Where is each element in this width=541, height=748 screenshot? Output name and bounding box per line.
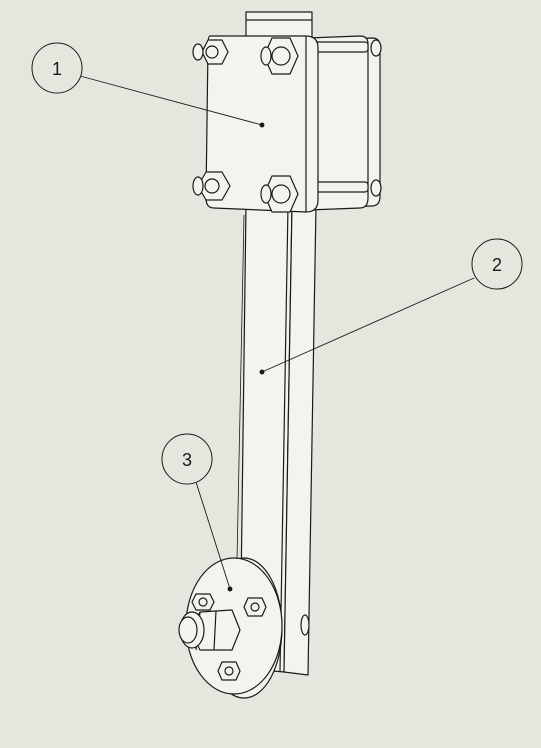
balloon-label-1: 1 [52, 59, 62, 79]
leader-dot-1 [259, 122, 265, 128]
leader-line-1 [79, 75, 263, 126]
balloon-3 [161, 433, 213, 485]
hub-bolt [178, 609, 241, 651]
leader-dot-2 [259, 369, 265, 375]
balloon-label-2: 2 [492, 255, 502, 275]
leader-dot-3 [227, 586, 233, 592]
arm [236, 204, 317, 676]
balloon-1 [31, 42, 83, 94]
bolt-top-right [260, 37, 299, 75]
flange-nut-bottom [217, 661, 241, 681]
leader-line-2 [261, 277, 475, 373]
flange-nut-right [243, 597, 267, 617]
bolt-bottom-right [260, 175, 299, 213]
bolt-top-left [192, 39, 229, 65]
bolt-bottom-left [192, 171, 231, 201]
flange-nut-top [191, 593, 215, 611]
leader-line-3 [195, 481, 231, 590]
balloon-label-3: 3 [182, 450, 192, 470]
balloon-2 [471, 238, 523, 290]
